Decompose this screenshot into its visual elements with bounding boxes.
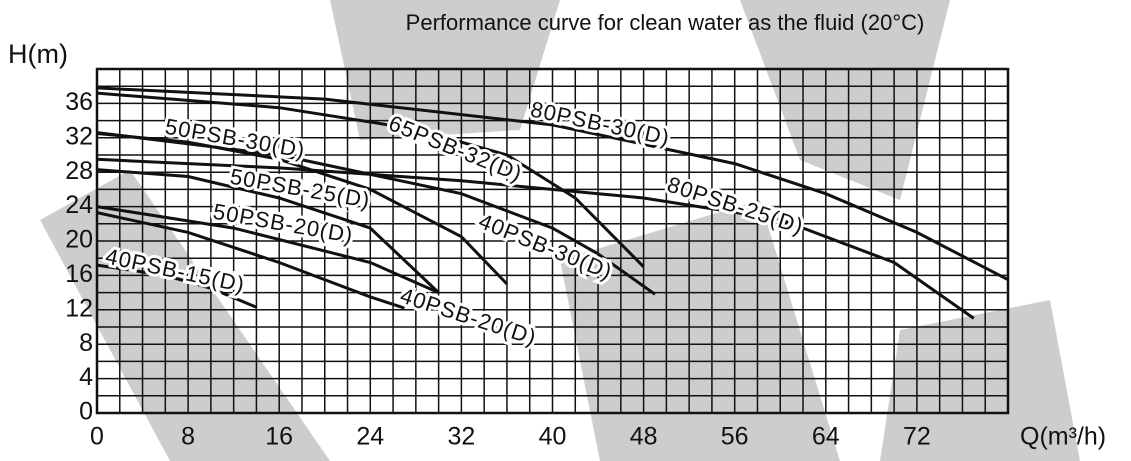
- curve: [96, 91, 645, 268]
- curve: [96, 263, 258, 309]
- y-tick-label: 12: [65, 294, 93, 322]
- x-tick-label: 40: [539, 423, 567, 451]
- y-tick-label: 36: [65, 88, 93, 116]
- x-tick-label: 32: [447, 423, 475, 451]
- y-tick-label: 0: [79, 398, 93, 426]
- x-axis-label: Q(m³/h): [1020, 423, 1106, 451]
- curve: [96, 131, 656, 296]
- y-tick-label: 32: [65, 122, 93, 150]
- y-tick-label: 8: [79, 329, 93, 357]
- y-axis-label: H(m): [8, 39, 68, 69]
- curve: [96, 86, 1009, 282]
- x-tick-label: 48: [630, 423, 658, 451]
- curve-label: 80PSB-30(D): [528, 96, 672, 150]
- y-tick-label: 20: [65, 226, 93, 254]
- x-tick-label: 0: [90, 423, 104, 451]
- curve: [96, 168, 440, 294]
- chart-title: Performance curve for clean water as the…: [406, 10, 925, 35]
- y-tick-label: 28: [65, 157, 93, 185]
- x-tick-label: 8: [181, 423, 195, 451]
- x-tick-label: 24: [356, 423, 384, 451]
- curve: [96, 157, 975, 320]
- x-tick-label: 72: [903, 423, 931, 451]
- x-tick-label: 16: [265, 423, 293, 451]
- y-tick-label: 4: [79, 363, 93, 391]
- curve: [96, 205, 440, 294]
- curve: [96, 211, 405, 310]
- x-tick-label: 56: [721, 423, 749, 451]
- y-tick-label: 16: [65, 260, 93, 288]
- y-tick-label: 24: [65, 191, 93, 219]
- plot-frame: [95, 67, 1010, 415]
- x-tick-label: 64: [812, 423, 840, 451]
